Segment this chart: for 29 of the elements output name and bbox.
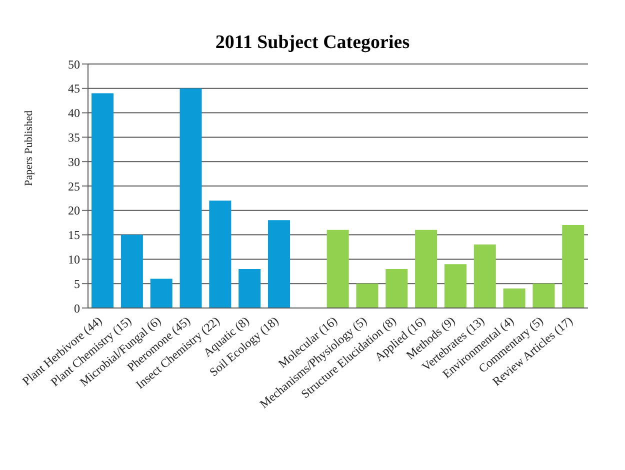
bar — [444, 264, 466, 308]
bar — [415, 230, 438, 308]
y-tick-label: 35 — [68, 130, 80, 144]
bar — [356, 284, 378, 308]
y-tick-label: 30 — [68, 154, 80, 169]
y-tick-label: 0 — [74, 301, 80, 316]
y-tick-label: 10 — [68, 252, 80, 266]
bar — [386, 268, 408, 308]
bar — [209, 200, 232, 308]
bar — [238, 268, 261, 308]
y-tick-label: 5 — [74, 276, 80, 291]
bar — [150, 278, 172, 308]
y-tick-label: 45 — [68, 82, 80, 96]
y-tick-label: 20 — [68, 204, 80, 218]
bar — [180, 88, 202, 308]
bar — [92, 93, 114, 308]
y-tick-label: 25 — [68, 179, 80, 194]
y-tick-label: 50 — [68, 57, 80, 72]
y-axis-title: Papers Published — [22, 110, 35, 186]
bar — [562, 225, 584, 308]
bar — [532, 284, 555, 308]
bar — [474, 244, 496, 308]
y-tick-label: 15 — [68, 228, 80, 242]
bar — [503, 288, 526, 308]
chart-title: 2011 Subject Categories — [214, 31, 411, 55]
y-tick-label: 40 — [68, 106, 80, 120]
bar — [120, 234, 143, 308]
bar — [326, 230, 349, 308]
bar — [268, 220, 290, 308]
